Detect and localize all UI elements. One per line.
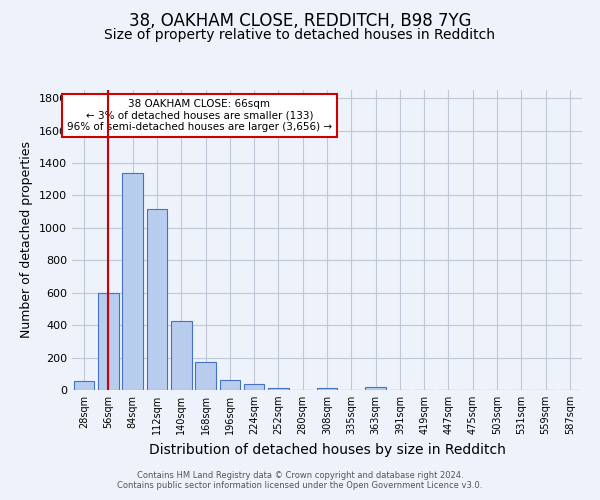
Text: Size of property relative to detached houses in Redditch: Size of property relative to detached ho… [104, 28, 496, 42]
Text: Contains public sector information licensed under the Open Government Licence v3: Contains public sector information licen… [118, 481, 482, 490]
Y-axis label: Number of detached properties: Number of detached properties [20, 142, 34, 338]
Bar [171, 321, 191, 390]
Bar [220, 380, 240, 390]
Bar [146, 209, 167, 390]
Text: 38 OAKHAM CLOSE: 66sqm
← 3% of detached houses are smaller (133)
96% of semi-det: 38 OAKHAM CLOSE: 66sqm ← 3% of detached … [67, 99, 332, 132]
Bar [74, 381, 94, 390]
Text: 38, OAKHAM CLOSE, REDDITCH, B98 7YG: 38, OAKHAM CLOSE, REDDITCH, B98 7YG [129, 12, 471, 30]
Bar [365, 387, 386, 390]
Bar [98, 292, 119, 390]
Bar [244, 384, 265, 390]
Bar [268, 388, 289, 390]
Text: Contains HM Land Registry data © Crown copyright and database right 2024.: Contains HM Land Registry data © Crown c… [137, 471, 463, 480]
Bar [122, 172, 143, 390]
Bar [195, 362, 216, 390]
Bar [317, 388, 337, 390]
X-axis label: Distribution of detached houses by size in Redditch: Distribution of detached houses by size … [149, 442, 505, 456]
